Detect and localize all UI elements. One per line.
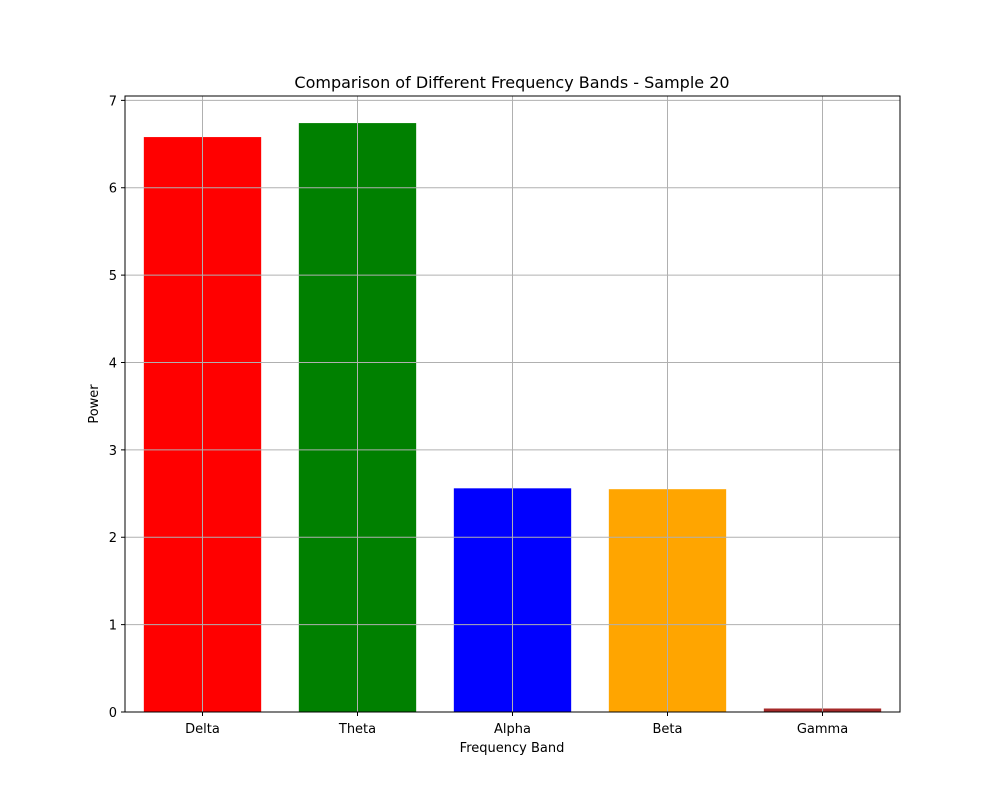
x-tick-label: Theta bbox=[338, 722, 376, 737]
y-tick-label: 6 bbox=[109, 182, 117, 197]
x-tick-label: Delta bbox=[185, 722, 220, 737]
y-tick-label: 1 bbox=[109, 619, 117, 634]
x-axis-label: Frequency Band bbox=[460, 741, 565, 756]
y-tick-label: 4 bbox=[109, 356, 117, 371]
y-axis-label: Power bbox=[87, 384, 102, 424]
y-tick-label: 2 bbox=[109, 531, 117, 546]
chart-title: Comparison of Different Frequency Bands … bbox=[294, 73, 729, 92]
y-tick-label: 0 bbox=[109, 706, 117, 721]
y-axis-ticks: 0 1 2 3 4 5 6 7 bbox=[109, 94, 125, 721]
y-tick-label: 5 bbox=[109, 269, 117, 284]
x-tick-label: Alpha bbox=[494, 722, 531, 737]
grid-layer bbox=[125, 96, 900, 713]
x-tick-label: Gamma bbox=[797, 722, 848, 737]
y-tick-label: 3 bbox=[109, 444, 117, 459]
x-axis-ticks: Delta Theta Alpha Beta Gamma bbox=[185, 712, 848, 737]
x-tick-label: Beta bbox=[653, 722, 683, 737]
y-tick-label: 7 bbox=[109, 94, 117, 109]
